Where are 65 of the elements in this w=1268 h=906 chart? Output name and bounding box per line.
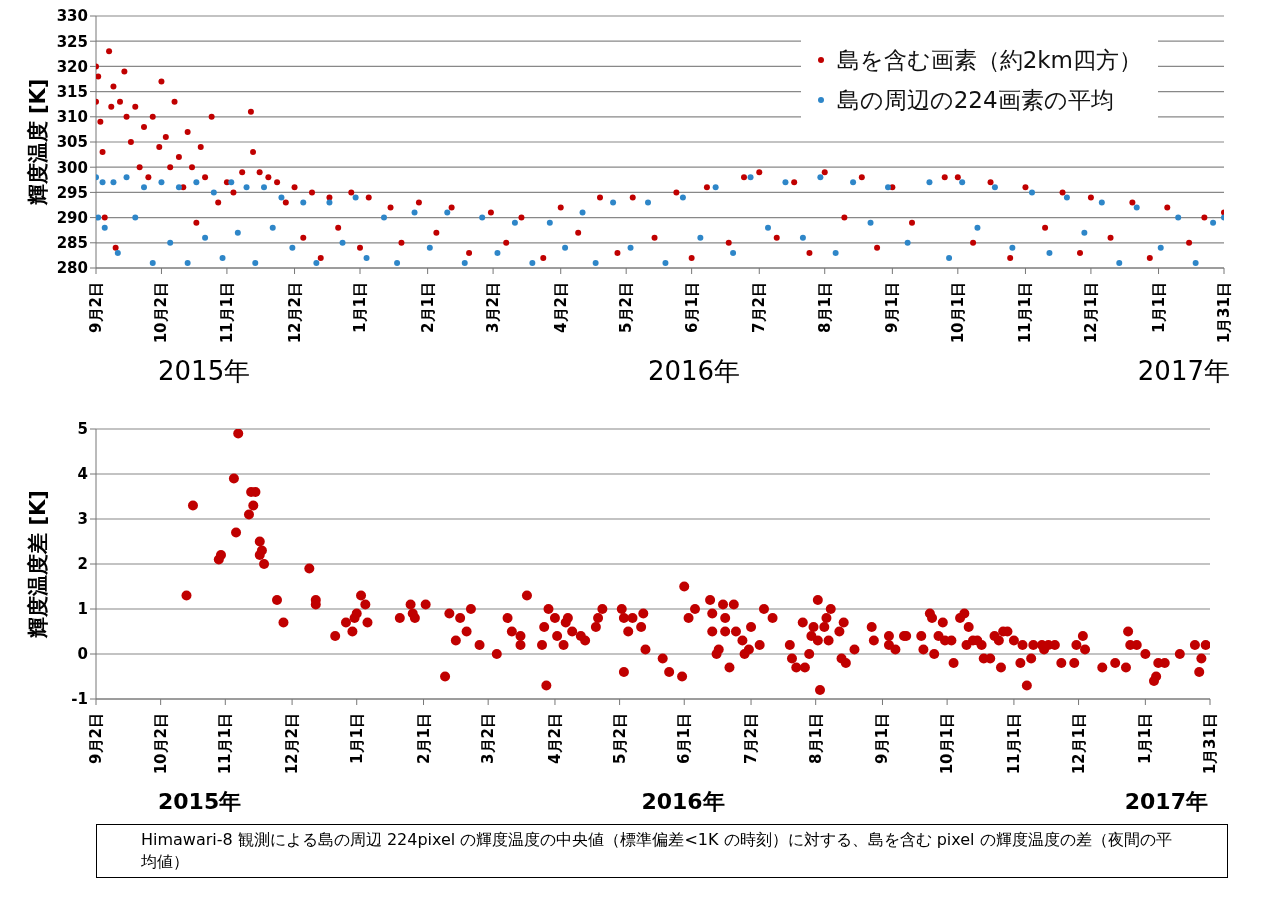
text: 2017年 (1137, 355, 1230, 388)
x-tick-label: 1月31日 (1215, 282, 1233, 344)
text: 2015年 (158, 355, 251, 388)
y-tick-label: 330 (56, 7, 88, 26)
x-tick-label: 9月2日 (87, 713, 105, 764)
y-tick-label: -1 (71, 690, 88, 709)
text: 2015年 (158, 788, 242, 816)
x-tick-label: 10月2日 (152, 282, 171, 344)
x-tick-label: 1月1日 (1136, 713, 1155, 764)
y-tick-label: 285 (56, 234, 88, 253)
y-tick-label: 300 (56, 158, 88, 177)
x-tick-label: 5月2日 (617, 282, 636, 333)
x-tick-label: 3月2日 (484, 282, 503, 333)
text: 2016年 (647, 355, 741, 388)
x-tick-label: 6月1日 (675, 713, 694, 764)
x-tick-label: 2月1日 (414, 713, 433, 764)
x-tick-label: 1月1日 (351, 282, 369, 333)
x-tick-label: 12月1日 (1081, 282, 1100, 344)
x-tick-label: 9月1日 (873, 713, 892, 764)
x-tick-label: 10月1日 (938, 713, 957, 775)
y-tick-label: 325 (56, 32, 88, 51)
x-tick-label: 11月1日 (217, 282, 236, 344)
legend-label: 島を含む画素（約2km四方） (836, 46, 1142, 75)
x-tick-label: 1月1日 (1149, 282, 1168, 333)
y-tick-label: 1 (77, 600, 88, 619)
x-tick-label: 9月2日 (87, 282, 105, 333)
x-tick-label: 1月31日 (1201, 713, 1219, 775)
x-tick-label: 2月1日 (418, 282, 437, 333)
y-tick-label: 305 (56, 133, 88, 152)
y-tick-label: 3 (77, 510, 88, 529)
legend-label: 島の周辺の224画素の平均 (836, 86, 1114, 115)
y-tick-label: 315 (56, 82, 88, 101)
x-tick-label: 6月1日 (682, 282, 701, 333)
y-tick-label: 320 (56, 57, 88, 76)
y-tick-label: 280 (56, 259, 88, 278)
x-tick-label: 10月2日 (151, 713, 170, 775)
x-tick-label: 11月1日 (1016, 282, 1035, 344)
x-tick-label: 3月2日 (479, 713, 498, 764)
x-tick-label: 11月1日 (1004, 713, 1023, 775)
y-axis-title: 輝度温度 [K] (26, 78, 51, 207)
x-tick-label: 4月2日 (545, 713, 564, 764)
x-tick-label: 7月2日 (750, 282, 769, 333)
x-tick-label: 11月1日 (216, 713, 235, 775)
x-tick-label: 10月1日 (948, 282, 967, 344)
x-tick-label: 12月2日 (285, 282, 304, 344)
y-tick-label: 310 (56, 108, 88, 127)
y-tick-label: 295 (56, 183, 88, 202)
y-tick-label: 4 (77, 465, 88, 484)
x-tick-label: 4月2日 (551, 282, 570, 333)
y-axis-title: 輝度温度差 [K] (26, 490, 51, 639)
text: 2016年 (641, 788, 725, 816)
x-tick-label: 12月1日 (1069, 713, 1088, 775)
y-tick-label: 0 (77, 645, 88, 664)
text: Himawari-8 観測による島の周辺 224pixel の輝度温度の中央値（標準偏差<1K の時刻）に対する、島を含む pixel の輝度温度の差（夜間の平均値） (96, 824, 1228, 878)
y-tick-label: 5 (77, 420, 88, 439)
x-tick-label: 8月1日 (815, 282, 834, 333)
x-tick-label: 5月2日 (610, 713, 629, 764)
text: 2017年 (1124, 788, 1208, 816)
y-tick-label: 2 (77, 555, 88, 574)
y-tick-label: 290 (56, 208, 88, 227)
x-tick-label: 1月1日 (347, 713, 366, 764)
x-tick-label: 8月1日 (806, 713, 825, 764)
x-tick-label: 12月2日 (283, 713, 302, 775)
x-tick-label: 7月2日 (742, 713, 761, 764)
x-tick-label: 9月1日 (883, 282, 902, 333)
